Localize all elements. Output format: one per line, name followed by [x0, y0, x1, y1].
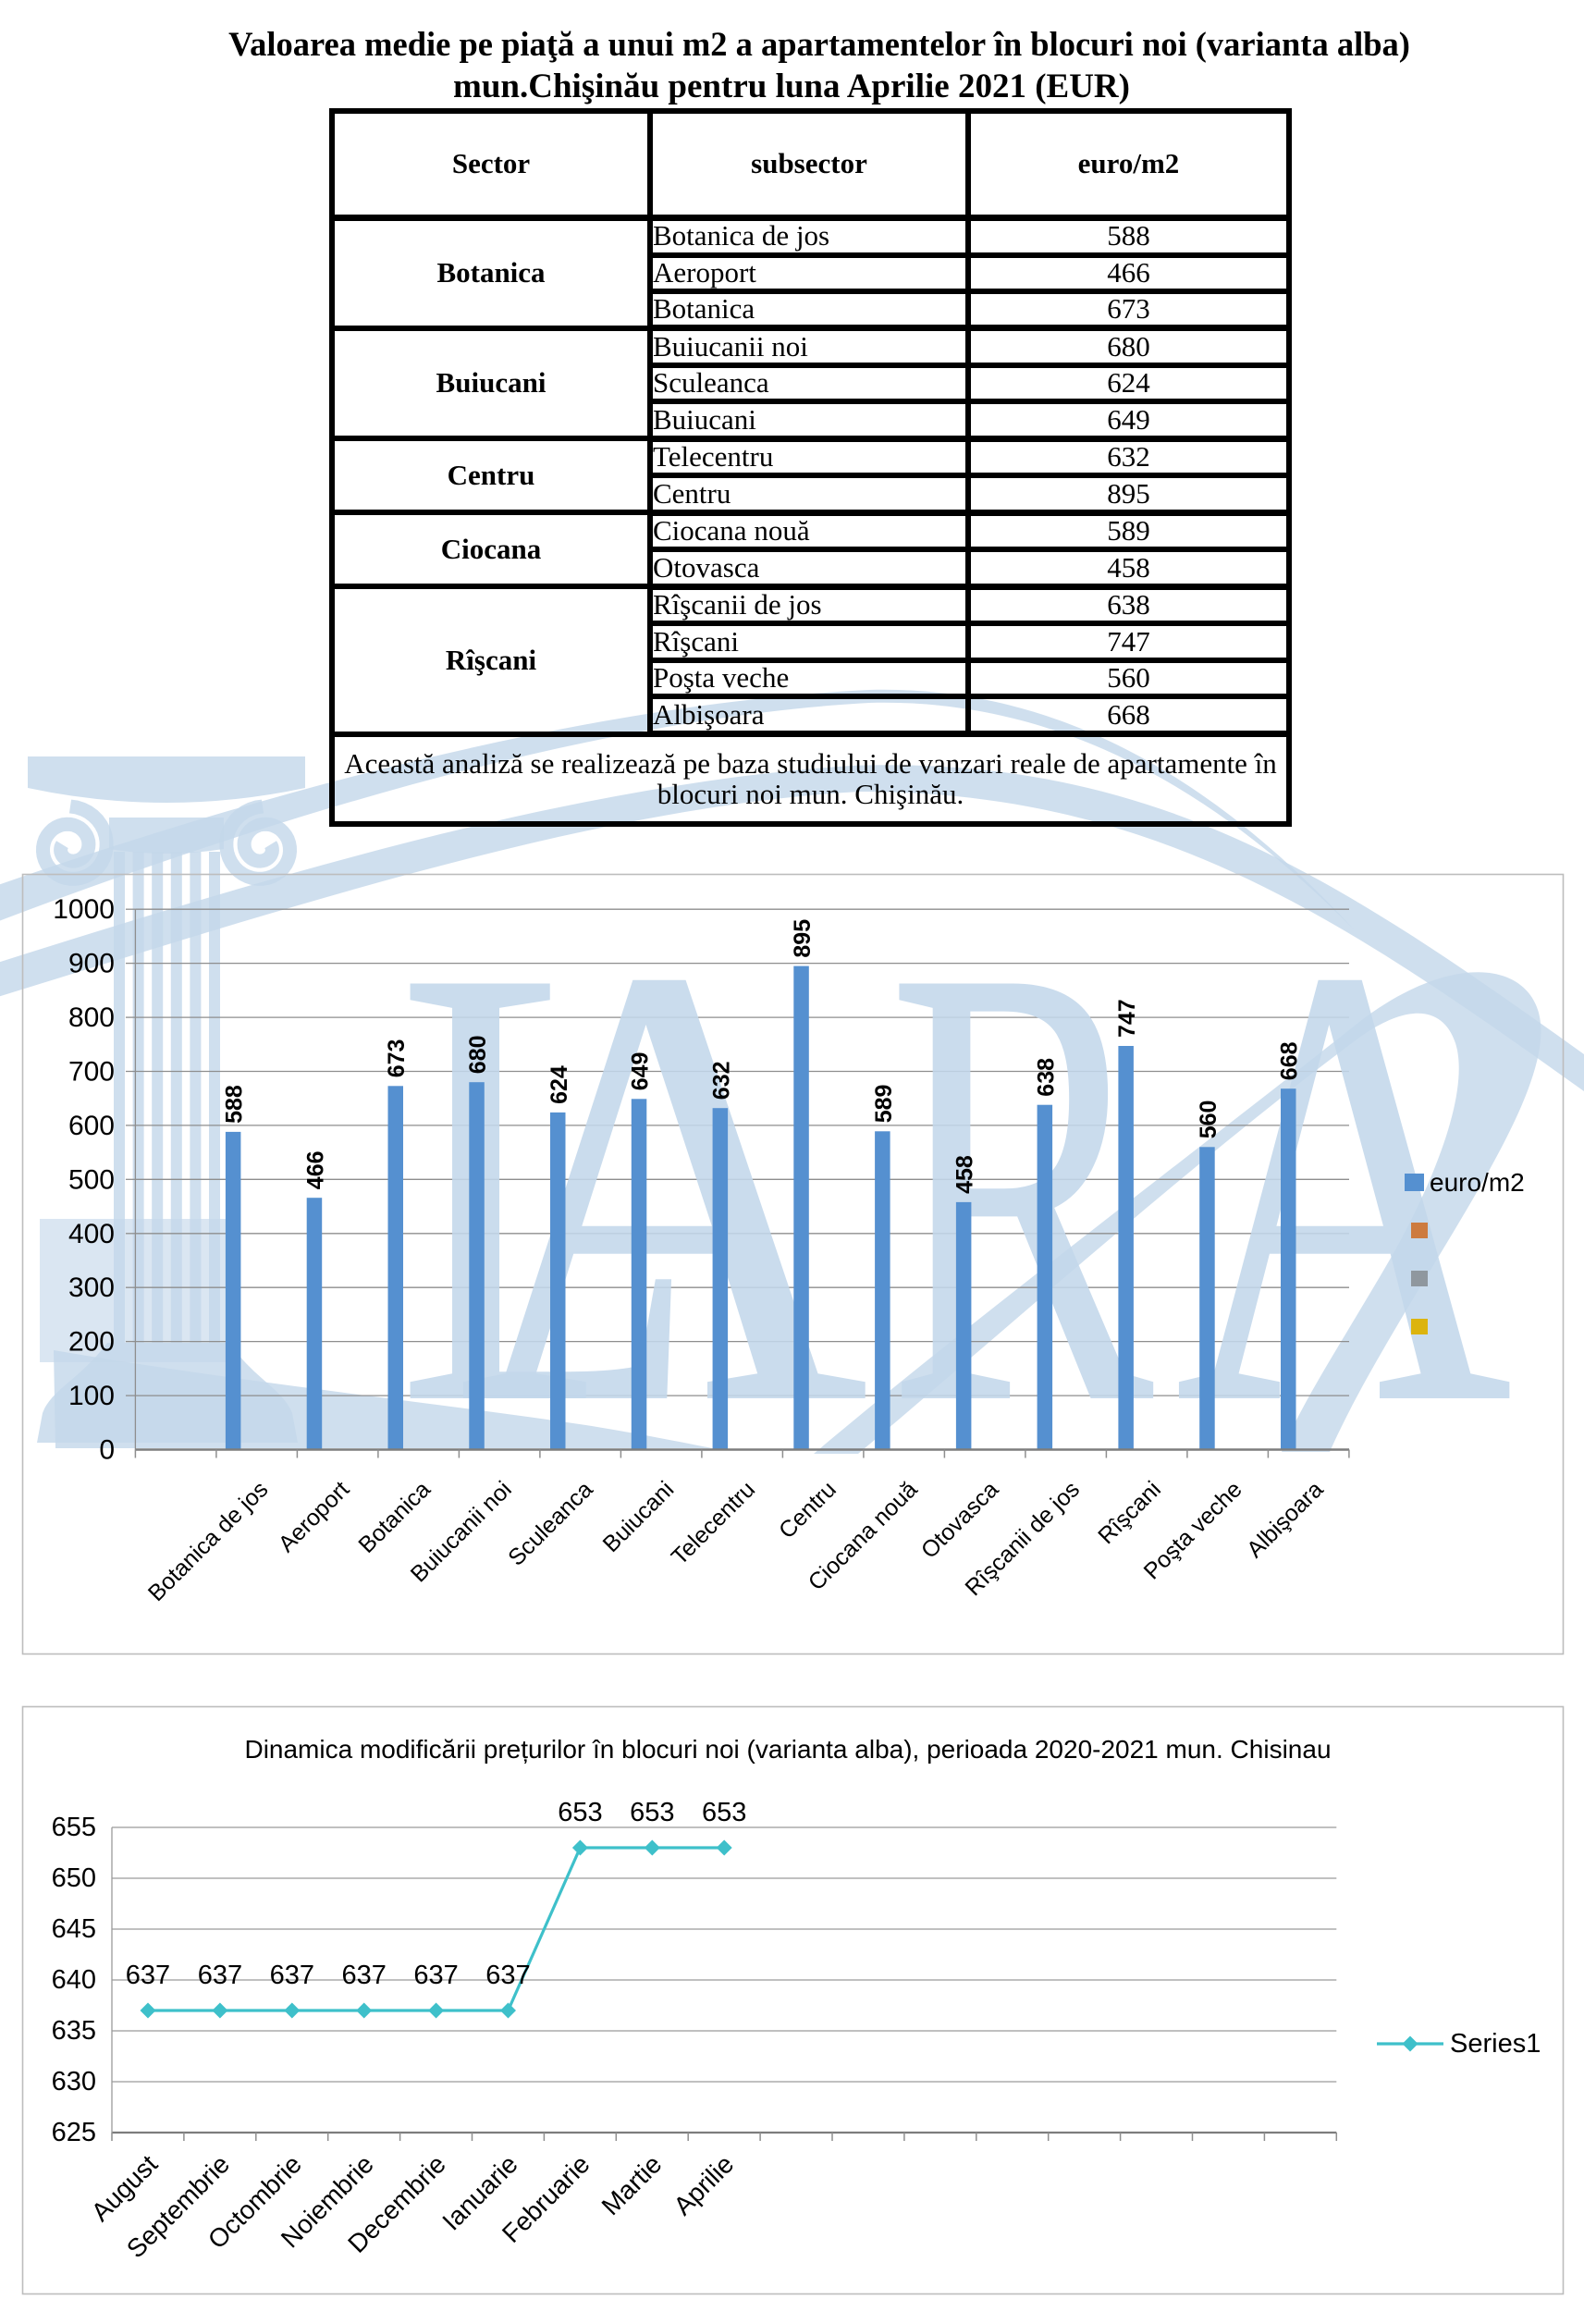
- svg-text:624: 624: [546, 1065, 572, 1104]
- svg-text:638: 638: [1033, 1058, 1059, 1097]
- svg-text:630: 630: [52, 2067, 96, 2097]
- svg-text:589: 589: [871, 1085, 897, 1124]
- svg-text:653: 653: [630, 1798, 674, 1827]
- svg-text:895: 895: [790, 919, 816, 958]
- svg-text:Dinamica modificării prețurilo: Dinamica modificării prețurilor în blocu…: [244, 1735, 1331, 1764]
- svg-text:400: 400: [68, 1219, 115, 1249]
- svg-text:625: 625: [52, 2118, 96, 2147]
- svg-text:R: R: [888, 834, 1156, 1536]
- svg-text:637: 637: [126, 1961, 170, 1990]
- svg-text:300: 300: [68, 1273, 115, 1303]
- svg-text:Aeroport: Aeroport: [274, 1476, 355, 1557]
- svg-text:653: 653: [702, 1798, 746, 1827]
- svg-text:645: 645: [52, 1914, 96, 1944]
- svg-text:635: 635: [52, 2016, 96, 2046]
- svg-text:800: 800: [68, 1002, 115, 1033]
- svg-text:632: 632: [708, 1061, 734, 1100]
- svg-text:L: L: [396, 834, 702, 1536]
- svg-text:600: 600: [68, 1111, 115, 1141]
- svg-text:673: 673: [384, 1039, 410, 1078]
- svg-text:637: 637: [485, 1961, 530, 1990]
- svg-text:100: 100: [68, 1381, 115, 1411]
- svg-text:1000: 1000: [53, 894, 115, 925]
- svg-text:500: 500: [68, 1164, 115, 1195]
- svg-text:Botanica de jos: Botanica de jos: [143, 1476, 274, 1606]
- svg-text:668: 668: [1277, 1041, 1303, 1080]
- svg-text:637: 637: [413, 1961, 458, 1990]
- svg-text:588: 588: [222, 1085, 248, 1124]
- svg-text:900: 900: [68, 949, 115, 979]
- svg-text:640: 640: [52, 1965, 96, 1995]
- svg-text:649: 649: [628, 1052, 654, 1091]
- svg-text:0: 0: [99, 1435, 115, 1466]
- svg-text:euro/m2: euro/m2: [1430, 1168, 1525, 1197]
- svg-text:653: 653: [558, 1798, 602, 1827]
- svg-text:655: 655: [52, 1813, 96, 1842]
- svg-text:747: 747: [1114, 999, 1140, 1038]
- svg-text:Aprilie: Aprilie: [669, 2149, 740, 2220]
- svg-text:200: 200: [68, 1327, 115, 1358]
- svg-text:680: 680: [465, 1035, 491, 1074]
- svg-text:466: 466: [303, 1150, 329, 1189]
- svg-text:Martie: Martie: [596, 2149, 668, 2220]
- svg-text:560: 560: [1196, 1101, 1222, 1139]
- svg-text:637: 637: [270, 1961, 314, 1990]
- svg-text:458: 458: [952, 1155, 978, 1194]
- svg-text:637: 637: [342, 1961, 387, 1990]
- svg-text:A: A: [1174, 835, 1513, 1536]
- svg-text:Series1: Series1: [1450, 2029, 1541, 2059]
- svg-text:637: 637: [198, 1961, 242, 1990]
- svg-text:700: 700: [68, 1057, 115, 1088]
- svg-text:650: 650: [52, 1863, 96, 1893]
